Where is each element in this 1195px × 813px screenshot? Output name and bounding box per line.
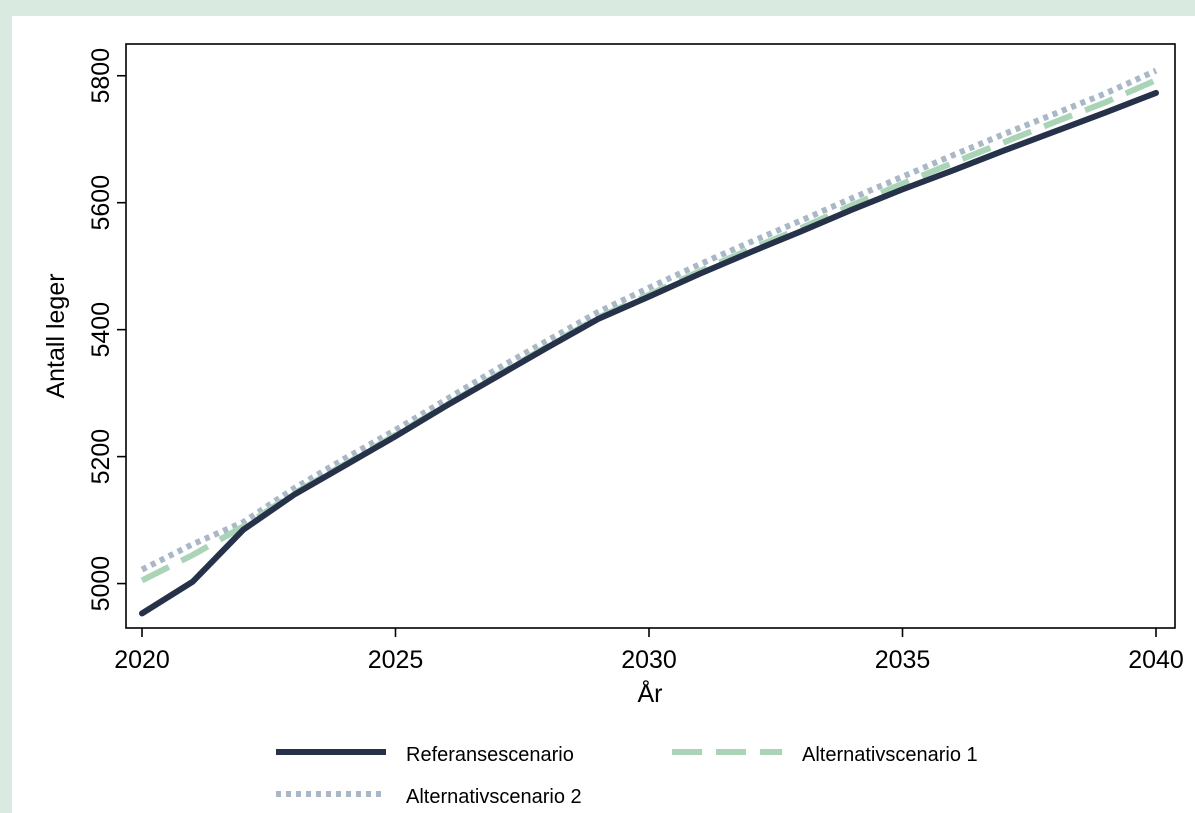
series-line-referansescenario (139, 89, 1159, 617)
x-tick-label-2020: 2020 (114, 646, 170, 674)
legend-label-alternativscenario-1: Alternativscenario 1 (802, 744, 978, 766)
legend: Referansescenario Alternativscenario 1 A… (276, 744, 978, 808)
x-axis-label: År (638, 678, 663, 708)
y-tick-label-5000: 5000 (87, 556, 115, 612)
y-tick-label-5200: 5200 (87, 429, 115, 485)
x-tick-label-2025: 2025 (368, 646, 424, 674)
y-tick-label-5400: 5400 (87, 302, 115, 358)
x-tick-label-2030: 2030 (621, 646, 677, 674)
y-axis-label: Antall leger (42, 273, 70, 398)
series-layer (139, 67, 1159, 617)
chart-frame: 2020 2025 2030 2035 2040 5000 5200 5400 5600 5800… (12, 16, 1195, 813)
x-tick-label-2040: 2040 (1128, 646, 1184, 674)
legend-label-referansescenario: Referansescenario (406, 744, 574, 766)
line-chart: 2020 2025 2030 2035 2040 5000 5200 5400 5600 5800… (42, 43, 1184, 808)
y-tick-label-5800: 5800 (87, 48, 115, 104)
y-tick-label-5600: 5600 (87, 175, 115, 231)
plot-area (125, 43, 1176, 629)
axis-layer: 2020 2025 2030 2035 2040 5000 5200 5400 5600 5800 (87, 48, 1184, 674)
x-tick-label-2035: 2035 (875, 646, 931, 674)
legend-label-alternativscenario-2: Alternativscenario 2 (406, 786, 582, 808)
series-line-alternativscenario-2 (140, 67, 1158, 573)
